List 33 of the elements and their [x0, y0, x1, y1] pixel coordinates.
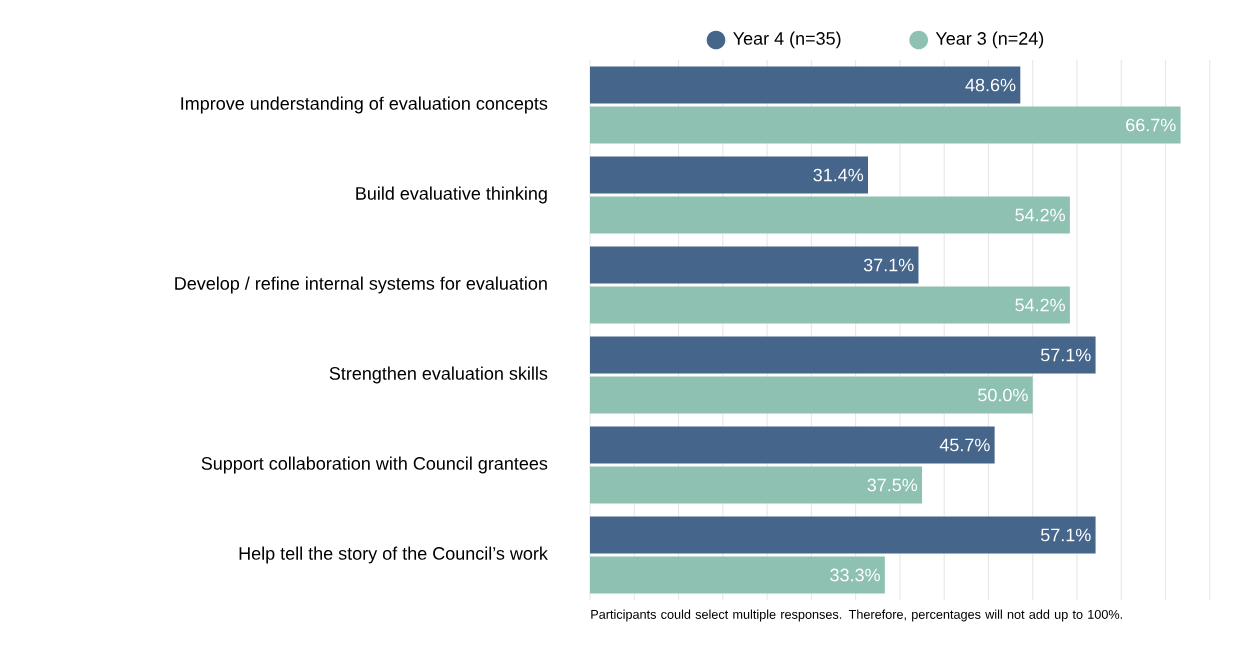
bar — [590, 286, 1070, 324]
bar — [590, 336, 1096, 374]
bar — [590, 426, 995, 464]
bar — [590, 466, 923, 504]
data-label: 37.1% — [863, 258, 914, 272]
bar — [590, 516, 1096, 554]
data-label: 48.6% — [965, 78, 1016, 92]
y-tick-label: Improve understanding of evaluation concepts — [181, 96, 548, 114]
data-label: 66.7% — [1126, 118, 1176, 132]
data-label: 57.1% — [1040, 348, 1091, 362]
bar — [590, 66, 1021, 104]
legend-label: Year 4 (n=35) — [733, 31, 841, 49]
text: Participants could select multiple responses. Therefore, percentages will not add up to 100%. — [591, 609, 1122, 622]
data-label: 54.2% — [1015, 208, 1065, 222]
bar — [590, 106, 1181, 144]
bar — [590, 246, 919, 284]
y-tick-label: Strengthen evaluation skills — [329, 366, 548, 384]
data-label: 54.2% — [1015, 298, 1065, 312]
legend-label: Year 3 (n=24) — [935, 31, 1044, 49]
data-label: 57.1% — [1040, 528, 1091, 542]
data-label: 37.5% — [867, 478, 918, 492]
bar — [590, 376, 1033, 414]
data-label: 31.4% — [813, 168, 864, 182]
y-tick-label: Support collaboration with Council grantees — [201, 456, 548, 474]
bar — [590, 156, 869, 194]
bar — [590, 556, 885, 594]
y-tick-label: Develop / refine internal systems for evaluation — [175, 276, 547, 294]
data-label: 50.0% — [978, 388, 1028, 402]
data-label: 45.7% — [939, 438, 990, 452]
data-label: 33.3% — [830, 568, 880, 582]
y-tick-label: Help tell the story of the Council’s work — [239, 546, 548, 564]
bar — [590, 196, 1070, 234]
y-tick-label: Build evaluative thinking — [356, 186, 547, 204]
